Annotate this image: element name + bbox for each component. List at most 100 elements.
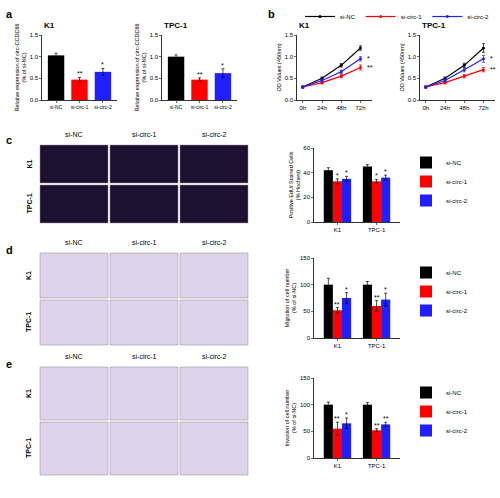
svg-text:si-circ-2: si-circ-2 [446,428,468,434]
svg-text:d: d [6,244,13,256]
svg-text:1.5: 1.5 [150,32,159,38]
svg-text:40: 40 [303,170,310,176]
svg-text:si-circ-2: si-circ-2 [446,308,468,314]
svg-text:K1: K1 [334,343,342,349]
svg-text:Relative expression of circ-CC: Relative expression of circ-CCDC66(% of … [14,23,27,111]
svg-text:Relative expression of circ-CC: Relative expression of circ-CCDC66(% of … [134,23,147,111]
svg-text:*: * [336,172,339,179]
svg-text:c: c [6,134,12,146]
svg-text:*: * [345,286,348,293]
svg-text:**: ** [374,294,380,301]
svg-text:24h: 24h [440,105,450,111]
svg-text:si-circ-2: si-circ-2 [202,353,227,360]
svg-text:K1: K1 [25,271,32,280]
svg-text:TPC-1: TPC-1 [368,227,386,233]
svg-text:*: * [375,172,378,179]
svg-text:si-circ-2: si-circ-2 [202,239,227,246]
svg-text:e: e [6,358,12,370]
svg-text:0h: 0h [299,105,306,111]
svg-text:K1: K1 [26,159,33,168]
svg-text:**: ** [197,71,203,78]
svg-text:20: 20 [303,194,310,200]
svg-text:*: * [101,61,104,68]
svg-text:**: ** [77,70,83,77]
svg-text:si-circ-2: si-circ-2 [467,14,489,20]
svg-text:si-circ-2: si-circ-2 [202,131,227,138]
svg-text:TPC-1: TPC-1 [164,21,188,30]
svg-text:Migration of cell number(% of: Migration of cell number(% of si-NC) [284,268,297,327]
svg-text:K1: K1 [44,21,55,30]
svg-text:si-circ-1: si-circ-1 [446,289,468,295]
svg-text:1.0: 1.0 [150,54,159,60]
svg-text:**: ** [334,415,340,422]
svg-text:*: * [345,411,348,418]
svg-text:60: 60 [303,145,310,151]
svg-text:0.0: 0.0 [408,97,417,103]
svg-text:K1: K1 [334,463,342,469]
svg-text:TPC-1: TPC-1 [26,193,33,213]
svg-text:1.0: 1.0 [30,54,39,60]
svg-text:si-circ-2: si-circ-2 [214,104,232,110]
svg-text:0: 0 [307,335,311,341]
svg-text:si-circ-1: si-circ-1 [446,179,468,185]
svg-text:si-circ-1: si-circ-1 [132,239,157,246]
svg-text:si-NC: si-NC [65,131,83,138]
svg-text:*: * [345,169,348,176]
svg-text:TPC-1: TPC-1 [25,438,32,458]
svg-text:si-circ-1: si-circ-1 [446,409,468,415]
svg-text:1.5: 1.5 [408,32,417,38]
svg-text:50: 50 [303,428,310,434]
svg-text:si-NC: si-NC [446,270,462,276]
svg-text:*: * [384,168,387,175]
svg-text:**: ** [383,415,389,422]
svg-text:**: ** [367,64,373,71]
svg-text:0.0: 0.0 [150,97,159,103]
svg-text:0.5: 0.5 [150,75,159,81]
svg-text:150: 150 [300,255,311,261]
svg-text:50: 50 [303,308,310,314]
svg-text:*: * [384,286,387,293]
svg-text:OD Values (450nm): OD Values (450nm) [276,43,282,91]
svg-text:48h: 48h [459,105,469,111]
svg-text:Invasion of cell number(% of s: Invasion of cell number(% of si-NC) [284,390,297,447]
svg-text:si-NC: si-NC [65,353,83,360]
svg-text:si-circ-1: si-circ-1 [191,104,209,110]
svg-text:0.5: 0.5 [30,75,39,81]
svg-text:si-NC: si-NC [340,14,356,20]
svg-text:*: * [367,55,370,62]
svg-text:0: 0 [307,219,311,225]
svg-text:24h: 24h [317,105,327,111]
svg-text:72h: 72h [478,105,488,111]
svg-text:si-circ-1: si-circ-1 [71,104,89,110]
svg-text:si-NC: si-NC [170,104,183,110]
svg-text:*: * [221,62,224,69]
svg-text:si-circ-2: si-circ-2 [446,198,468,204]
svg-text:*: * [490,55,493,62]
svg-text:0.0: 0.0 [285,97,294,103]
svg-text:si-circ-1: si-circ-1 [401,14,423,20]
svg-text:1.0: 1.0 [285,54,294,60]
svg-text:Positive EdU/ Stained Cells(%: Positive EdU/ Stained Cells(% Hochest) [288,151,301,218]
svg-text:TPC-1: TPC-1 [368,343,386,349]
svg-text:100: 100 [300,402,311,408]
svg-text:0h: 0h [422,105,429,111]
svg-text:**: ** [490,66,496,73]
svg-text:1.0: 1.0 [408,54,417,60]
svg-text:OD Values (450nm): OD Values (450nm) [399,43,405,91]
svg-text:48h: 48h [336,105,346,111]
svg-text:0: 0 [307,455,311,461]
svg-text:TPC-1: TPC-1 [368,463,386,469]
svg-text:si-NC: si-NC [446,160,462,166]
svg-text:K1: K1 [299,21,310,30]
svg-text:**: ** [334,301,340,308]
svg-text:**: ** [374,422,380,429]
svg-text:si-circ-1: si-circ-1 [132,131,157,138]
svg-text:si-circ-1: si-circ-1 [132,353,157,360]
svg-text:1.5: 1.5 [285,32,294,38]
svg-text:1.5: 1.5 [30,32,39,38]
svg-text:0.5: 0.5 [408,75,417,81]
svg-text:TPC-1: TPC-1 [422,21,446,30]
svg-text:K1: K1 [334,227,342,233]
svg-text:0.5: 0.5 [285,75,294,81]
svg-text:0.0: 0.0 [30,97,39,103]
